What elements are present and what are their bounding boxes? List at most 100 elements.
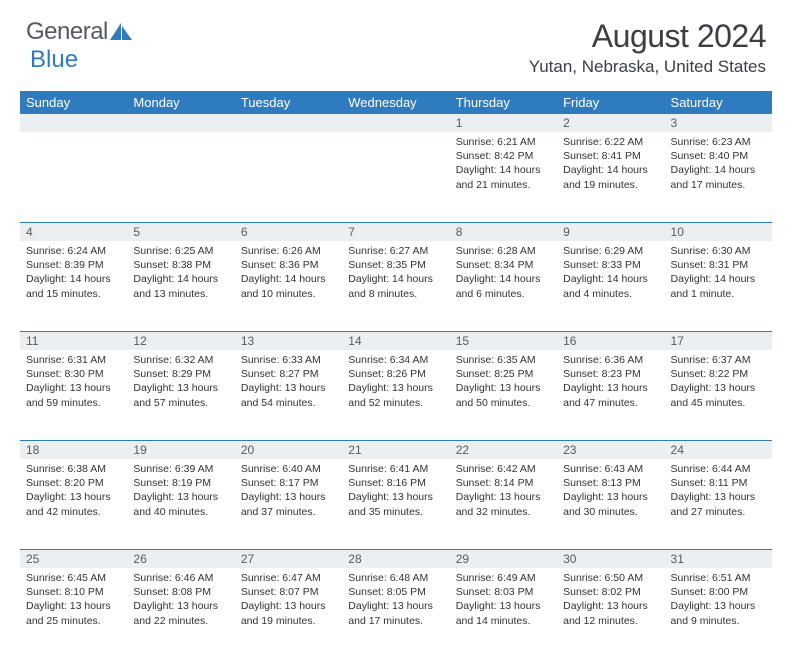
day-details: Sunrise: 6:25 AMSunset: 8:38 PMDaylight:…	[127, 241, 234, 307]
daylight-text: Daylight: 13 hours and 59 minutes.	[26, 381, 121, 409]
day-details: Sunrise: 6:24 AMSunset: 8:39 PMDaylight:…	[20, 241, 127, 307]
day-details: Sunrise: 6:38 AMSunset: 8:20 PMDaylight:…	[20, 459, 127, 525]
sunset-text: Sunset: 8:17 PM	[241, 476, 336, 490]
daylight-text: Daylight: 13 hours and 42 minutes.	[26, 490, 121, 518]
daylight-text: Daylight: 13 hours and 9 minutes.	[671, 599, 766, 627]
daylight-text: Daylight: 13 hours and 19 minutes.	[241, 599, 336, 627]
day-number: 26	[127, 549, 234, 568]
sunset-text: Sunset: 8:14 PM	[456, 476, 551, 490]
day-cell: Sunrise: 6:23 AMSunset: 8:40 PMDaylight:…	[665, 132, 772, 222]
weekday-tuesday: Tuesday	[235, 91, 342, 114]
daylight-text: Daylight: 14 hours and 13 minutes.	[133, 272, 228, 300]
day-cell: Sunrise: 6:21 AMSunset: 8:42 PMDaylight:…	[450, 132, 557, 222]
calendar-body: 123Sunrise: 6:21 AMSunset: 8:42 PMDaylig…	[20, 114, 772, 658]
month-title: August 2024	[529, 18, 766, 55]
daylight-text: Daylight: 14 hours and 21 minutes.	[456, 163, 551, 191]
day-details: Sunrise: 6:29 AMSunset: 8:33 PMDaylight:…	[557, 241, 664, 307]
sunrise-text: Sunrise: 6:38 AM	[26, 462, 121, 476]
day-cell: Sunrise: 6:29 AMSunset: 8:33 PMDaylight:…	[557, 241, 664, 331]
day-number: 18	[20, 440, 127, 459]
week-3-content-row: Sunrise: 6:38 AMSunset: 8:20 PMDaylight:…	[20, 459, 772, 549]
sunset-text: Sunset: 8:42 PM	[456, 149, 551, 163]
page-header: General August 2024 Yutan, Nebraska, Uni…	[0, 0, 792, 85]
day-number: 12	[127, 331, 234, 350]
sunset-text: Sunset: 8:40 PM	[671, 149, 766, 163]
day-cell: Sunrise: 6:48 AMSunset: 8:05 PMDaylight:…	[342, 568, 449, 658]
daylight-text: Daylight: 13 hours and 30 minutes.	[563, 490, 658, 518]
day-cell: Sunrise: 6:27 AMSunset: 8:35 PMDaylight:…	[342, 241, 449, 331]
week-1-daynum-row: 45678910	[20, 222, 772, 241]
day-details: Sunrise: 6:40 AMSunset: 8:17 PMDaylight:…	[235, 459, 342, 525]
day-details: Sunrise: 6:28 AMSunset: 8:34 PMDaylight:…	[450, 241, 557, 307]
daylight-text: Daylight: 14 hours and 10 minutes.	[241, 272, 336, 300]
day-number: 5	[127, 222, 234, 241]
day-details: Sunrise: 6:35 AMSunset: 8:25 PMDaylight:…	[450, 350, 557, 416]
daylight-text: Daylight: 14 hours and 6 minutes.	[456, 272, 551, 300]
brand-logo: General	[26, 18, 132, 46]
day-cell: Sunrise: 6:46 AMSunset: 8:08 PMDaylight:…	[127, 568, 234, 658]
day-cell: Sunrise: 6:25 AMSunset: 8:38 PMDaylight:…	[127, 241, 234, 331]
day-details: Sunrise: 6:44 AMSunset: 8:11 PMDaylight:…	[665, 459, 772, 525]
sunset-text: Sunset: 8:25 PM	[456, 367, 551, 381]
day-number: 31	[665, 549, 772, 568]
sunset-text: Sunset: 8:16 PM	[348, 476, 443, 490]
day-details: Sunrise: 6:42 AMSunset: 8:14 PMDaylight:…	[450, 459, 557, 525]
week-4-content-row: Sunrise: 6:45 AMSunset: 8:10 PMDaylight:…	[20, 568, 772, 658]
location-text: Yutan, Nebraska, United States	[529, 57, 766, 77]
day-number-empty	[342, 114, 449, 132]
day-number: 25	[20, 549, 127, 568]
day-details: Sunrise: 6:22 AMSunset: 8:41 PMDaylight:…	[557, 132, 664, 198]
sunrise-text: Sunrise: 6:27 AM	[348, 244, 443, 258]
sunrise-text: Sunrise: 6:51 AM	[671, 571, 766, 585]
sunset-text: Sunset: 8:08 PM	[133, 585, 228, 599]
sunset-text: Sunset: 8:39 PM	[26, 258, 121, 272]
sunrise-text: Sunrise: 6:34 AM	[348, 353, 443, 367]
sunrise-text: Sunrise: 6:36 AM	[563, 353, 658, 367]
day-cell: Sunrise: 6:38 AMSunset: 8:20 PMDaylight:…	[20, 459, 127, 549]
day-cell: Sunrise: 6:22 AMSunset: 8:41 PMDaylight:…	[557, 132, 664, 222]
day-cell: Sunrise: 6:30 AMSunset: 8:31 PMDaylight:…	[665, 241, 772, 331]
sunset-text: Sunset: 8:38 PM	[133, 258, 228, 272]
daylight-text: Daylight: 13 hours and 14 minutes.	[456, 599, 551, 627]
day-number: 22	[450, 440, 557, 459]
day-cell: Sunrise: 6:35 AMSunset: 8:25 PMDaylight:…	[450, 350, 557, 440]
day-details: Sunrise: 6:49 AMSunset: 8:03 PMDaylight:…	[450, 568, 557, 634]
day-number: 21	[342, 440, 449, 459]
sunrise-text: Sunrise: 6:28 AM	[456, 244, 551, 258]
sunrise-text: Sunrise: 6:32 AM	[133, 353, 228, 367]
day-cell: Sunrise: 6:24 AMSunset: 8:39 PMDaylight:…	[20, 241, 127, 331]
week-4-daynum-row: 25262728293031	[20, 549, 772, 568]
day-number: 13	[235, 331, 342, 350]
sunset-text: Sunset: 8:22 PM	[671, 367, 766, 381]
day-cell: Sunrise: 6:39 AMSunset: 8:19 PMDaylight:…	[127, 459, 234, 549]
sunset-text: Sunset: 8:31 PM	[671, 258, 766, 272]
daylight-text: Daylight: 13 hours and 37 minutes.	[241, 490, 336, 518]
day-details: Sunrise: 6:47 AMSunset: 8:07 PMDaylight:…	[235, 568, 342, 634]
day-cell: Sunrise: 6:33 AMSunset: 8:27 PMDaylight:…	[235, 350, 342, 440]
sunset-text: Sunset: 8:03 PM	[456, 585, 551, 599]
weekday-monday: Monday	[127, 91, 234, 114]
daylight-text: Daylight: 14 hours and 1 minute.	[671, 272, 766, 300]
sunset-text: Sunset: 8:33 PM	[563, 258, 658, 272]
day-number: 28	[342, 549, 449, 568]
day-number: 1	[450, 114, 557, 132]
daylight-text: Daylight: 13 hours and 57 minutes.	[133, 381, 228, 409]
day-number: 14	[342, 331, 449, 350]
day-cell	[127, 132, 234, 222]
brand-name-b: Blue	[30, 46, 78, 74]
day-cell	[342, 132, 449, 222]
day-details: Sunrise: 6:39 AMSunset: 8:19 PMDaylight:…	[127, 459, 234, 525]
day-number: 30	[557, 549, 664, 568]
day-number: 2	[557, 114, 664, 132]
sunset-text: Sunset: 8:10 PM	[26, 585, 121, 599]
day-details: Sunrise: 6:31 AMSunset: 8:30 PMDaylight:…	[20, 350, 127, 416]
daylight-text: Daylight: 13 hours and 27 minutes.	[671, 490, 766, 518]
day-details: Sunrise: 6:45 AMSunset: 8:10 PMDaylight:…	[20, 568, 127, 634]
sunrise-text: Sunrise: 6:24 AM	[26, 244, 121, 258]
sunrise-text: Sunrise: 6:26 AM	[241, 244, 336, 258]
sunset-text: Sunset: 8:20 PM	[26, 476, 121, 490]
sunrise-text: Sunrise: 6:49 AM	[456, 571, 551, 585]
day-number: 7	[342, 222, 449, 241]
day-number: 20	[235, 440, 342, 459]
day-cell: Sunrise: 6:42 AMSunset: 8:14 PMDaylight:…	[450, 459, 557, 549]
